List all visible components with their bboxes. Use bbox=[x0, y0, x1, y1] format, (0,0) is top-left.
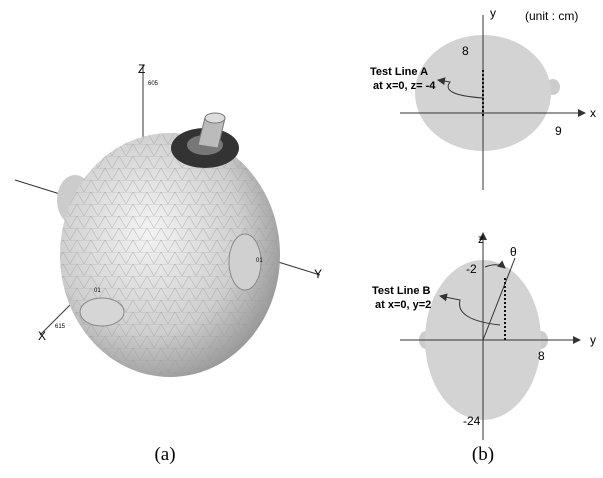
bump bbox=[80, 298, 124, 326]
axis-label: Z bbox=[138, 62, 145, 76]
small-label: 01 bbox=[94, 288, 101, 294]
test-line-title: Test Line B bbox=[372, 285, 431, 297]
caption: (b) bbox=[472, 444, 494, 465]
test-line-title: Test Line A bbox=[370, 66, 428, 78]
test-line-position: at x=0, y=2 bbox=[375, 299, 431, 311]
axis-label: y bbox=[590, 333, 596, 347]
axis-label: z bbox=[478, 232, 484, 246]
small-label: 605 bbox=[148, 81, 159, 87]
label: 9 bbox=[555, 124, 562, 138]
axis-label: Y bbox=[314, 267, 322, 281]
test-line-position: at x=0, z= -4 bbox=[373, 80, 436, 92]
label: 8 bbox=[538, 349, 545, 363]
panel-b-bottom: z y θ -2 8 -24 Test Line B at x=0, y=2 (… bbox=[372, 232, 596, 465]
axis-label: x bbox=[590, 106, 596, 120]
unit: (unit : cm) bbox=[525, 9, 578, 23]
theta: θ bbox=[510, 245, 517, 259]
caption: (a) bbox=[154, 444, 175, 465]
label: -2 bbox=[466, 262, 477, 276]
panel-a: Z Y X 605 615 01 01 (a) bbox=[15, 62, 322, 465]
cylinder-top bbox=[205, 113, 225, 123]
label: 8 bbox=[462, 44, 469, 58]
axis-label: X bbox=[38, 329, 46, 343]
small-label: 615 bbox=[55, 324, 66, 330]
figure: Z Y X 605 615 01 01 (a) y x (unit : cm) … bbox=[0, 0, 603, 478]
page: Z Y X 605 615 01 01 (a) y x (unit : cm) … bbox=[0, 0, 603, 478]
panel-b-top: y x (unit : cm) 8 9 Test Line A at x=0, … bbox=[370, 6, 596, 190]
small-label: 01 bbox=[256, 258, 263, 264]
axis-label: y bbox=[490, 6, 496, 20]
label: -24 bbox=[463, 414, 481, 428]
